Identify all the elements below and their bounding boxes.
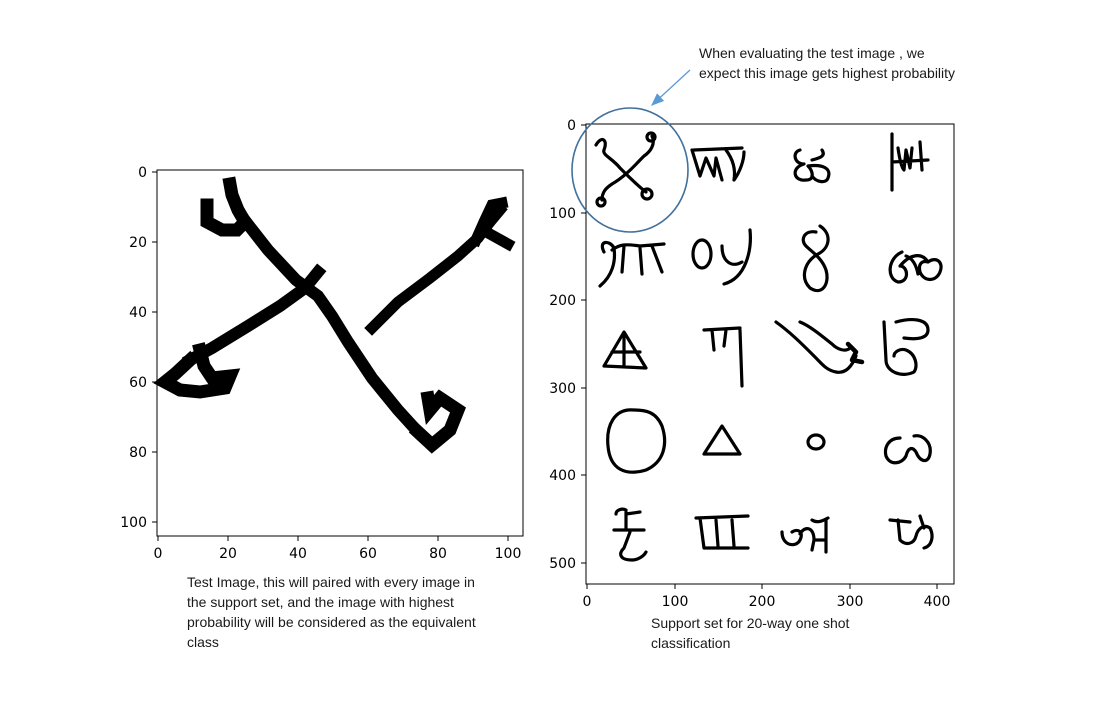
support-glyph <box>694 514 750 550</box>
highlight-circle <box>571 107 689 233</box>
test-x-tick-label: 40 <box>289 546 307 562</box>
test-x-tick-label: 0 <box>154 546 163 562</box>
support-y-tick-label: 100 <box>549 206 576 222</box>
support-x-axis <box>586 584 938 589</box>
support-y-tick-label: 300 <box>549 381 576 397</box>
support-glyph <box>801 224 830 293</box>
support-glyph <box>780 516 830 554</box>
support-set-caption: Support set for 20-way one shot classifi… <box>651 615 850 651</box>
support-x-tick-label: 0 <box>583 594 592 610</box>
test-image-plot: 0 20 40 60 80 100 0 20 40 60 80 100 <box>120 165 524 562</box>
support-set-plot: 0 100 200 300 400 500 0 100 200 300 400 <box>549 118 955 610</box>
support-glyph <box>602 330 648 370</box>
test-x-tick-label: 60 <box>359 546 377 562</box>
support-glyph <box>598 240 666 288</box>
test-y-tick-label: 80 <box>129 445 147 461</box>
support-glyph <box>883 434 932 465</box>
support-glyph <box>888 514 934 550</box>
support-glyph <box>594 131 657 208</box>
support-glyph <box>882 318 930 376</box>
support-glyph <box>774 320 865 374</box>
support-glyph <box>606 408 667 474</box>
support-glyph <box>690 146 746 182</box>
support-glyph <box>691 228 752 286</box>
test-image-glyph <box>153 176 516 454</box>
support-x-tick-label: 100 <box>662 594 689 610</box>
test-y-tick-label: 0 <box>138 165 147 181</box>
support-y-tick-label: 500 <box>549 556 576 572</box>
test-image-caption: Test Image, this will paired with every … <box>187 574 476 650</box>
support-glyph <box>890 132 930 192</box>
support-glyph <box>702 326 744 388</box>
support-glyph <box>888 250 943 284</box>
support-y-axis <box>581 124 586 564</box>
test-x-tick-label: 80 <box>429 546 447 562</box>
test-x-axis <box>157 536 509 541</box>
support-set-glyphs <box>594 131 943 562</box>
test-y-tick-label: 40 <box>129 305 147 321</box>
annotation-arrow <box>651 69 691 106</box>
support-y-tick-label: 400 <box>549 468 576 484</box>
annotation-top-caption: When evaluating the test image , we expe… <box>699 45 956 81</box>
support-x-tick-label: 300 <box>837 594 864 610</box>
support-set-frame <box>585 123 955 585</box>
support-glyph <box>702 424 742 456</box>
support-y-tick-label: 200 <box>549 293 576 309</box>
test-y-tick-label: 100 <box>120 515 147 531</box>
support-x-tick-label: 200 <box>749 594 776 610</box>
test-y-tick-label: 60 <box>129 375 147 391</box>
support-x-tick-label: 400 <box>924 594 951 610</box>
test-x-tick-label: 20 <box>219 546 237 562</box>
test-y-axis <box>152 171 157 523</box>
test-y-tick-label: 20 <box>129 235 147 251</box>
support-y-tick-label: 0 <box>567 118 576 134</box>
test-x-tick-label: 100 <box>495 546 522 562</box>
support-glyph <box>612 507 648 562</box>
support-glyph <box>806 433 826 451</box>
support-glyph <box>793 148 831 184</box>
